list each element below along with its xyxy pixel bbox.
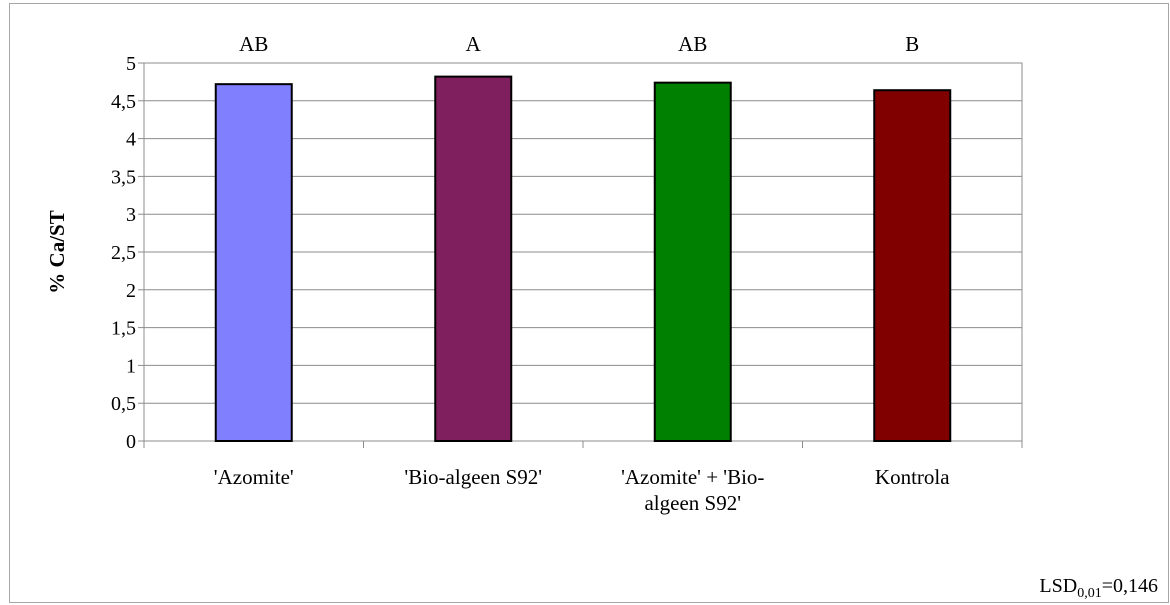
y-tick-label: 1,5 (111, 318, 136, 340)
bars (214, 75, 952, 442)
x-tick-label: 'Azomite' + 'Bio- (621, 465, 764, 489)
y-tick-label: 2 (126, 280, 136, 302)
bar-chart: 0 0,5 1 1,5 2 2,5 3 3,5 4 4,5 5 'Azomite' 'Bio-alge… (45, 32, 1158, 601)
lsd-annotation: LSD0,01=0,146 (1039, 575, 1158, 601)
x-tick-label: algeen S92' (644, 491, 741, 515)
y-tick-label: 0 (126, 431, 136, 453)
x-tick-label: 'Bio-algeen S92' (404, 465, 542, 489)
lsd-subscript: 0,01 (1077, 586, 1102, 601)
x-tick-label: Kontrola (875, 465, 950, 489)
significance-letter: AB (239, 32, 268, 56)
y-tick-label: 4,5 (111, 91, 136, 113)
bar (434, 75, 513, 442)
y-tick-label: 0,5 (111, 393, 136, 415)
y-tick-label: 2,5 (111, 242, 136, 264)
y-tick-label: 5 (126, 53, 136, 75)
x-tick-label: 'Azomite' (214, 465, 294, 489)
x-axis-ticks: 'Azomite' 'Bio-algeen S92' 'Azomite' + 'Bi… (143, 441, 1023, 515)
significance-letters: AB A AB B (239, 32, 919, 56)
y-axis-ticks: 0 0,5 1 1,5 2 2,5 3 3,5 4 4,5 5 (111, 53, 144, 453)
chart-frame: 0 0,5 1 1,5 2 2,5 3 3,5 4 4,5 5 'Azomite' 'Bio-alge… (9, 3, 1169, 603)
bar (873, 89, 952, 442)
y-tick-label: 4 (126, 129, 136, 151)
y-tick-label: 1 (126, 355, 136, 377)
y-tick-label: 3,5 (111, 166, 136, 188)
significance-letter: A (466, 32, 482, 56)
bar (653, 81, 732, 442)
y-axis-label: % Ca/ST (45, 210, 69, 293)
y-tick-label: 3 (126, 204, 136, 226)
lsd-value: =0,146 (1102, 575, 1158, 597)
lsd-prefix: LSD (1039, 575, 1077, 597)
significance-letter: AB (678, 32, 707, 56)
significance-letter: B (905, 32, 919, 56)
bar (214, 83, 293, 442)
